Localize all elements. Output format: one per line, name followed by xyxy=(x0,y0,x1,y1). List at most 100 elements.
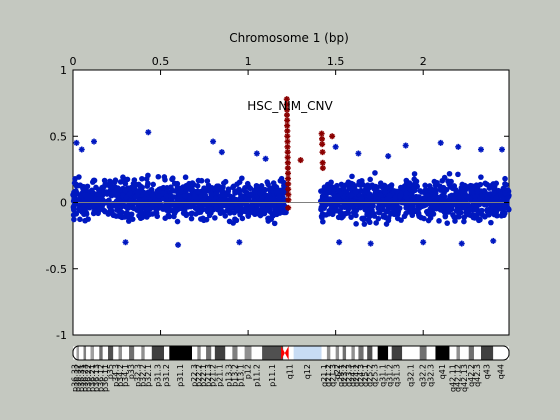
data-point xyxy=(333,207,340,214)
data-point xyxy=(204,178,211,184)
data-point xyxy=(156,193,162,199)
data-point xyxy=(91,208,98,214)
data-point xyxy=(124,176,131,183)
ideogram-band-label: q42.13 xyxy=(460,364,469,392)
data-point xyxy=(145,189,152,195)
data-point xyxy=(77,216,83,223)
data-point xyxy=(456,213,462,220)
ideogram-band xyxy=(377,346,389,360)
data-point xyxy=(95,195,102,202)
data-point xyxy=(285,180,292,187)
ideogram-band-label: q23.1 xyxy=(336,364,345,387)
ideogram-band xyxy=(108,346,114,360)
ideogram-band xyxy=(293,346,322,360)
data-point xyxy=(264,179,271,185)
centromere xyxy=(281,346,285,360)
data-point xyxy=(284,138,291,145)
data-point xyxy=(248,203,255,209)
data-point xyxy=(225,186,232,193)
data-point xyxy=(377,180,384,186)
data-point xyxy=(110,211,117,218)
data-point xyxy=(95,187,102,193)
data-point xyxy=(143,176,150,182)
data-point xyxy=(442,213,449,220)
data-point xyxy=(406,181,413,188)
data-point xyxy=(319,149,326,156)
data-point xyxy=(486,211,492,218)
data-point xyxy=(484,207,490,213)
ideogram-band xyxy=(354,346,359,360)
data-point xyxy=(441,209,448,216)
ideogram-band xyxy=(493,346,509,360)
ideogram-band-label: p36.23 xyxy=(80,364,89,392)
data-point xyxy=(451,196,457,203)
ideogram-band-label: q25.1 xyxy=(361,364,370,387)
ideogram-band xyxy=(113,346,119,360)
x-tick-label: 1.5 xyxy=(327,55,345,68)
data-point xyxy=(78,146,85,153)
data-point xyxy=(195,189,201,195)
ideogram-band xyxy=(449,346,457,360)
ideogram-band-label: q42.11 xyxy=(448,364,457,392)
data-point xyxy=(353,212,359,219)
data-point xyxy=(502,190,508,197)
ideogram-band-label: p21.2 xyxy=(209,364,218,387)
ideogram-band xyxy=(94,346,100,360)
ideogram-band xyxy=(79,346,84,360)
data-point xyxy=(215,183,222,189)
data-point xyxy=(375,205,382,212)
data-point xyxy=(77,182,84,189)
data-point xyxy=(461,198,467,205)
data-point xyxy=(123,204,130,211)
data-point xyxy=(129,200,135,207)
data-point xyxy=(362,206,368,213)
data-point xyxy=(102,208,108,215)
data-point xyxy=(134,207,140,213)
data-point xyxy=(162,206,169,212)
data-point xyxy=(180,184,186,190)
data-point xyxy=(335,187,342,194)
data-point xyxy=(499,210,506,217)
ideogram-band xyxy=(363,346,368,360)
data-point xyxy=(171,210,178,217)
data-point xyxy=(353,221,359,227)
ideogram-band-label: q22 xyxy=(333,364,342,379)
data-point xyxy=(72,176,78,182)
data-point xyxy=(502,175,508,182)
data-point xyxy=(465,202,471,208)
data-point xyxy=(381,213,387,219)
data-point xyxy=(283,96,290,103)
ideogram-band-label: p36.11 xyxy=(101,364,110,392)
y-tick-label: 0.5 xyxy=(50,130,68,143)
data-point xyxy=(150,181,156,188)
ideogram-band-label: p36.31 xyxy=(77,364,86,392)
data-point xyxy=(216,198,222,205)
data-point xyxy=(253,150,260,157)
data-point xyxy=(153,208,159,215)
data-point xyxy=(117,179,124,185)
data-point xyxy=(342,210,349,217)
ideogram-band-label: q43 xyxy=(483,364,492,379)
data-point xyxy=(364,202,371,208)
data-point xyxy=(193,195,199,201)
data-point xyxy=(372,187,379,194)
ideogram-band-label: q25.3 xyxy=(371,364,380,387)
data-point xyxy=(174,184,181,190)
ideogram-band-label: q31.1 xyxy=(378,364,387,387)
ideogram-band xyxy=(358,346,364,360)
data-point xyxy=(502,181,508,187)
data-point xyxy=(486,185,493,191)
ideogram-band xyxy=(426,346,436,360)
ideogram-band xyxy=(214,346,226,360)
data-point xyxy=(361,189,368,196)
ideogram-band xyxy=(351,346,355,360)
ideogram-band-label: p22.2 xyxy=(195,364,204,387)
data-point xyxy=(284,154,291,161)
data-point xyxy=(394,188,400,195)
data-point xyxy=(272,206,279,213)
data-point xyxy=(200,215,206,222)
data-point xyxy=(367,176,373,183)
data-point xyxy=(258,183,265,189)
ideogram-band-label: p31.2 xyxy=(162,364,171,387)
data-point xyxy=(366,184,373,191)
